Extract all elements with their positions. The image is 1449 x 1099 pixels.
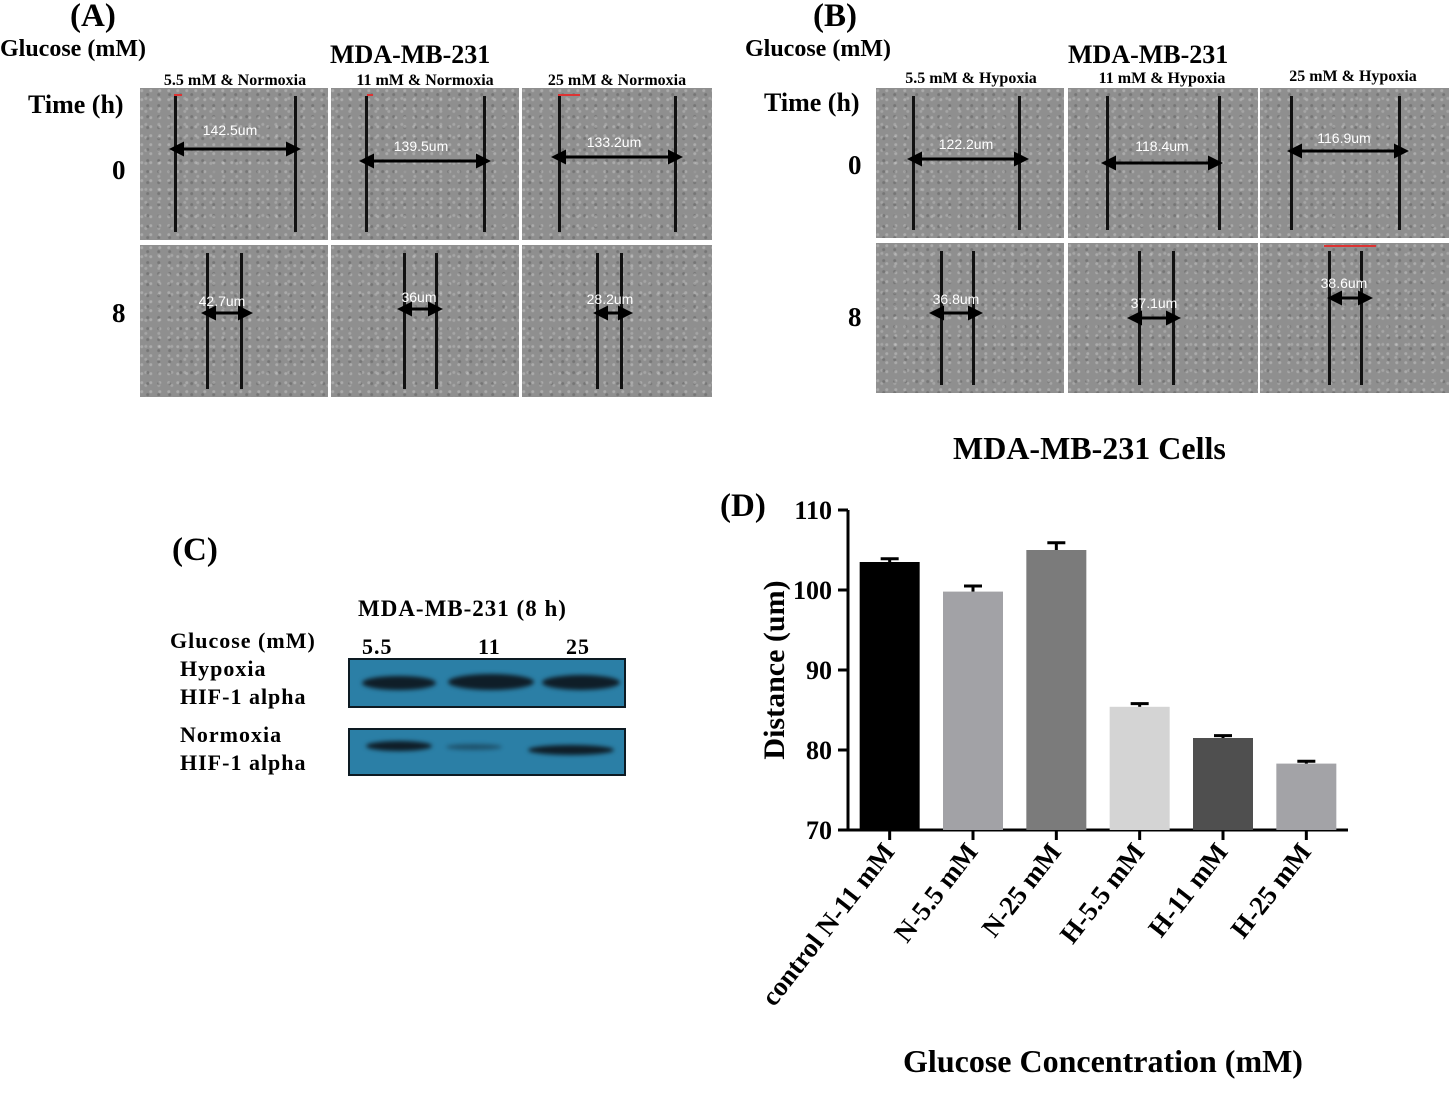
micrograph-a-8h-5.5mm: 42.7um xyxy=(140,245,328,397)
micrograph-b-8h-25mm: 38.6um xyxy=(1260,243,1449,393)
measurement-label: 42.7um xyxy=(198,293,246,309)
y-tick-label: 80 xyxy=(806,736,832,765)
panel-a-row-8h: 8 xyxy=(112,298,126,328)
measurement-label: 142.5um xyxy=(202,122,258,138)
y-tick-label: 70 xyxy=(806,816,832,845)
y-axis-label: Distance (um) xyxy=(758,580,791,759)
micrograph-b-0h-25mm: 116.9um xyxy=(1260,88,1449,238)
blot-lane-25: 25 xyxy=(566,634,590,659)
panel-a-time-label: Time (h) xyxy=(28,90,124,119)
bar xyxy=(943,591,1003,830)
x-tick-label: H-11 mM xyxy=(1142,837,1234,942)
blot-lane-11: 11 xyxy=(478,634,501,659)
measurement-label: 118.4um xyxy=(1135,138,1189,154)
measurement-label: 122.2um xyxy=(938,136,994,152)
x-tick-label: H-5.5 mM xyxy=(1054,837,1151,949)
y-tick-label: 90 xyxy=(806,656,832,685)
micrograph-a-8h-11mm: 36um xyxy=(331,245,519,397)
panel-a-condition-1: 5.5 mM & Normoxia xyxy=(163,72,307,89)
measurement-label: 37.1um xyxy=(1130,295,1178,311)
panel-c-letter: (C) xyxy=(172,532,218,568)
blot-glucose-label: Glucose (mM) xyxy=(170,628,316,653)
y-tick-label: 100 xyxy=(793,576,832,605)
band-hypoxia-25 xyxy=(542,675,620,690)
blot-title: MDA-MB-231 (8 h) xyxy=(358,596,567,621)
panel-b-time-label: Time (h) xyxy=(764,88,860,117)
panel-b-condition-1: 5.5 mM & Hypoxia xyxy=(905,70,1037,87)
bar xyxy=(1026,550,1087,830)
measurement-label: 133.2um xyxy=(586,134,642,150)
band-hypoxia-11 xyxy=(448,674,534,690)
y-tick-label: 110 xyxy=(794,496,832,525)
band-normoxia-25 xyxy=(528,745,614,755)
measurement-label: 28.2um xyxy=(586,291,634,307)
panel-b-condition-2: 11 mM & Hypoxia xyxy=(1098,70,1226,87)
bar xyxy=(1109,706,1170,830)
x-tick-label: N-25 mM xyxy=(976,837,1067,942)
x-tick-label: N-5.5 mM xyxy=(888,837,984,948)
western-blot-normoxia xyxy=(348,728,626,776)
panel-a-letter: (A) xyxy=(70,0,116,34)
panel-b-letter: (B) xyxy=(813,0,857,34)
bar-chart: 70 80 90 100 110 control N-11 mMN-5.5 mMN-25 … xyxy=(755,496,1348,1079)
panel-b-condition-3: 25 mM & Hypoxia xyxy=(1289,68,1417,85)
x-axis-label: Glucose Concentration (mM) xyxy=(903,1043,1303,1079)
blot1-condition: Hypoxia xyxy=(180,656,267,681)
measurement-label: 116.9um xyxy=(1317,130,1371,146)
panel-a-condition-3: 25 mM & Normoxia xyxy=(547,72,687,89)
blot1-protein: HIF-1 alpha xyxy=(180,684,307,709)
panel-d-letter: (D) xyxy=(720,488,766,524)
chart-title: MDA-MB-231 Cells xyxy=(953,430,1226,466)
bar xyxy=(859,562,920,830)
measurement-label: 38.6um xyxy=(1320,275,1368,291)
blot-lane-5.5: 5.5 xyxy=(362,634,393,659)
panel-a-condition-2: 11 mM & Normoxia xyxy=(356,72,494,89)
measurement-label: 36um xyxy=(401,289,437,305)
x-tick-label: H-25 mM xyxy=(1225,837,1317,944)
band-normoxia-11 xyxy=(446,744,502,750)
band-hypoxia-5.5 xyxy=(362,676,436,690)
panel-b-row-0h: 0 xyxy=(848,150,862,180)
measurement-label: 36.8um xyxy=(932,291,980,307)
blot2-protein: HIF-1 alpha xyxy=(180,750,307,775)
panel-a-row-0h: 0 xyxy=(112,155,126,185)
western-blot-hypoxia xyxy=(348,658,626,708)
x-tick-label: control N-11 mM xyxy=(755,837,900,1011)
micrograph-a-8h-25mm: 28.2um xyxy=(522,245,712,397)
blot2-condition: Normoxia xyxy=(180,722,283,747)
micrograph-a-0h-5.5mm: 142.5um xyxy=(140,88,328,240)
measurement-arrows xyxy=(169,141,1409,326)
band-normoxia-5.5 xyxy=(366,741,432,751)
panel-b-row-8h: 8 xyxy=(848,302,862,332)
panel-b-cell-line: MDA-MB-231 xyxy=(1068,40,1229,69)
panel-a-cell-line: MDA-MB-231 xyxy=(330,40,491,69)
measurement-label: 139.5um xyxy=(393,138,449,154)
bar xyxy=(1276,763,1337,830)
panel-a-glucose-label: Glucose (mM) xyxy=(0,36,146,62)
panel-b-glucose-label: Glucose (mM) xyxy=(745,36,891,62)
bar xyxy=(1193,738,1253,830)
